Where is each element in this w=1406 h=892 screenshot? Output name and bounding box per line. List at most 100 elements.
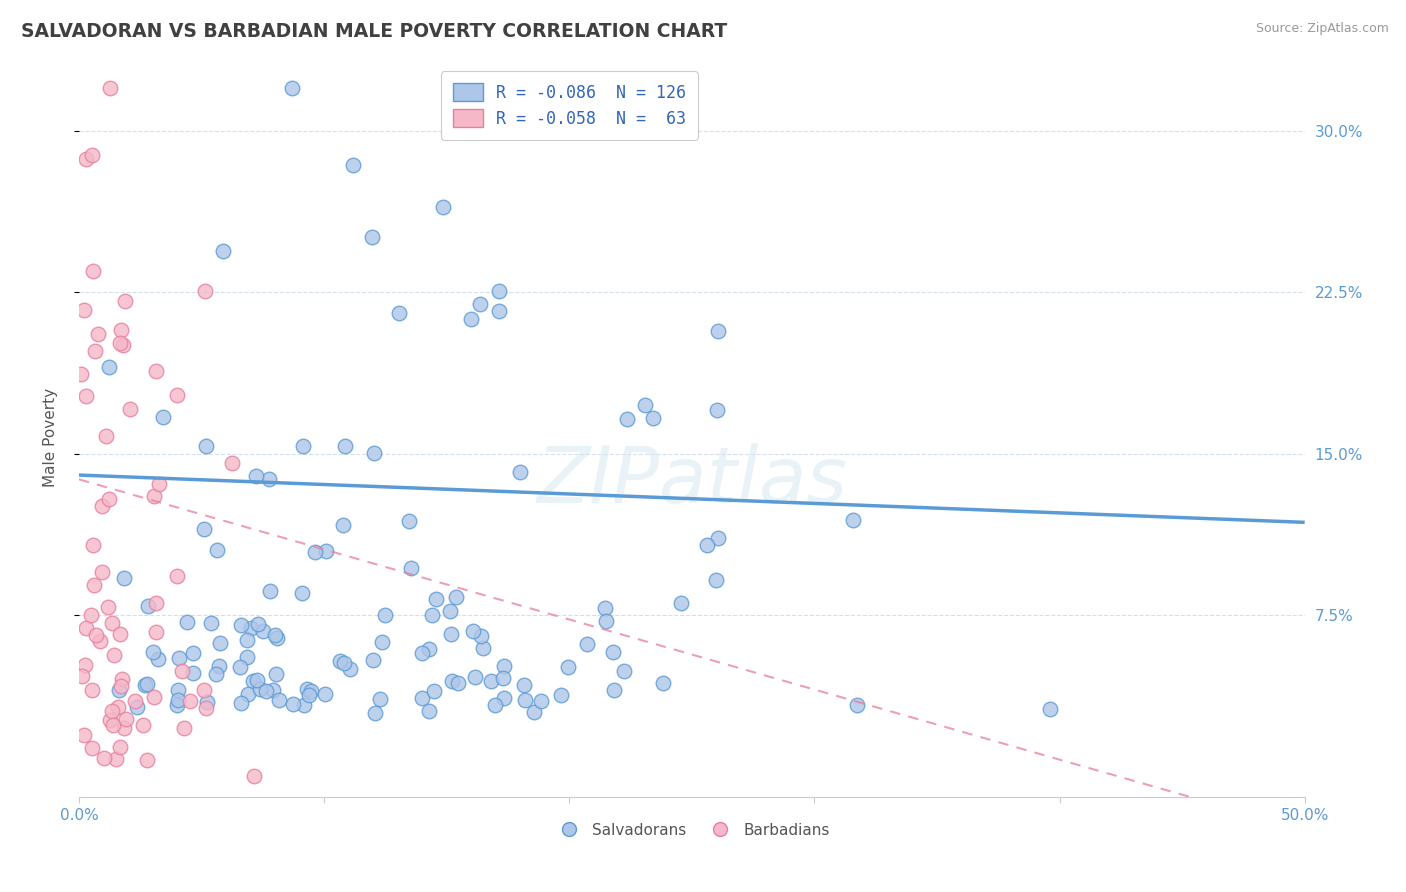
Point <box>236 687 259 701</box>
Point <box>411 690 433 705</box>
Point <box>114 294 136 309</box>
Point <box>110 679 132 693</box>
Point <box>111 672 134 686</box>
Point <box>110 323 132 337</box>
Point <box>706 574 728 588</box>
Point <box>143 489 166 503</box>
Point <box>488 304 510 318</box>
Point <box>136 599 159 613</box>
Y-axis label: Male Poverty: Male Poverty <box>44 388 58 487</box>
Point <box>371 635 394 649</box>
Point <box>423 684 446 698</box>
Point <box>360 230 382 244</box>
Point <box>135 753 157 767</box>
Point <box>93 750 115 764</box>
Point <box>108 335 131 350</box>
Point <box>292 439 315 453</box>
Point <box>75 621 97 635</box>
Text: SALVADORAN VS BARBADIAN MALE POVERTY CORRELATION CHART: SALVADORAN VS BARBADIAN MALE POVERTY COR… <box>21 22 727 41</box>
Point <box>304 545 326 559</box>
Point <box>550 688 572 702</box>
Point <box>259 584 281 599</box>
Point <box>460 311 482 326</box>
Point <box>98 81 121 95</box>
Point <box>179 694 201 708</box>
Point <box>103 648 125 662</box>
Point <box>245 469 267 483</box>
Point <box>211 244 233 258</box>
Point <box>221 457 243 471</box>
Point <box>229 696 252 710</box>
Point <box>229 618 252 632</box>
Point <box>557 659 579 673</box>
Point <box>166 698 188 713</box>
Point <box>492 671 515 685</box>
Point <box>194 284 217 298</box>
Point <box>468 296 491 310</box>
Point <box>266 667 288 681</box>
Point <box>108 739 131 754</box>
Point <box>73 302 96 317</box>
Point <box>145 364 167 378</box>
Point <box>247 616 270 631</box>
Point <box>298 688 321 702</box>
Point <box>204 667 226 681</box>
Point <box>513 693 536 707</box>
Point <box>208 659 231 673</box>
Point <box>181 646 204 660</box>
Point <box>193 682 215 697</box>
Point <box>411 646 433 660</box>
Point <box>329 654 352 668</box>
Point <box>146 652 169 666</box>
Point <box>239 621 262 635</box>
Point <box>249 682 271 697</box>
Point <box>439 604 461 618</box>
Point <box>194 439 217 453</box>
Point <box>634 398 657 412</box>
Point <box>643 411 665 425</box>
Point <box>447 676 470 690</box>
Point <box>398 514 420 528</box>
Point <box>236 633 259 648</box>
Point <box>488 284 510 298</box>
Point <box>463 624 485 639</box>
Point <box>134 678 156 692</box>
Point <box>69 368 91 382</box>
Point <box>243 769 266 783</box>
Point <box>105 751 128 765</box>
Point <box>440 674 463 689</box>
Point <box>82 538 104 552</box>
Point <box>523 706 546 720</box>
Point <box>363 446 385 460</box>
Point <box>479 673 502 688</box>
Point <box>422 608 444 623</box>
Point <box>652 676 675 690</box>
Point <box>181 666 204 681</box>
Point <box>112 571 135 585</box>
Point <box>401 560 423 574</box>
Point <box>846 698 869 713</box>
Point <box>70 669 93 683</box>
Point <box>707 531 730 545</box>
Point <box>142 645 165 659</box>
Point <box>280 81 302 95</box>
Point <box>205 543 228 558</box>
Point <box>314 687 336 701</box>
Point <box>112 721 135 735</box>
Point <box>127 700 149 714</box>
Point <box>86 326 108 341</box>
Point <box>101 717 124 731</box>
Point <box>115 712 138 726</box>
Point <box>145 596 167 610</box>
Point <box>166 683 188 698</box>
Point <box>252 624 274 638</box>
Point <box>440 627 463 641</box>
Point <box>706 403 728 417</box>
Point <box>100 704 122 718</box>
Point <box>83 344 105 359</box>
Point <box>200 616 222 631</box>
Point <box>509 465 531 479</box>
Point <box>333 656 356 670</box>
Point <box>364 706 387 720</box>
Point <box>166 569 188 583</box>
